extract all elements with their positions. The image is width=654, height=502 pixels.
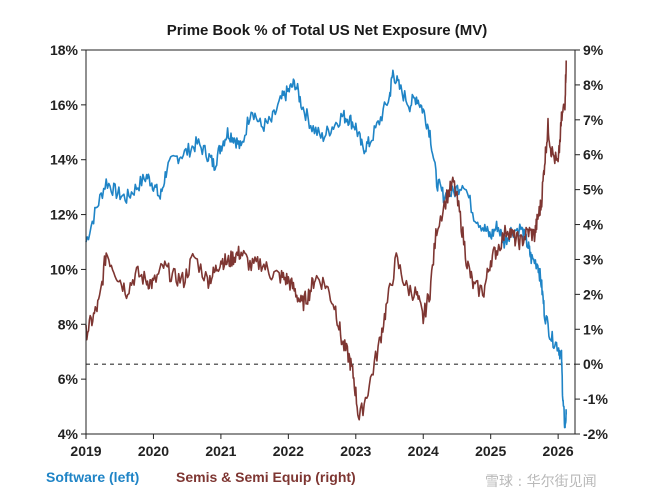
right-tick-label: 5% <box>583 182 604 198</box>
x-tick-label: 2025 <box>475 443 506 459</box>
x-tick-label: 2019 <box>70 443 101 459</box>
right-tick-label: 1% <box>583 321 604 337</box>
left-tick-label: 18% <box>50 42 79 58</box>
right-tick-label: 7% <box>583 112 604 128</box>
right-tick-label: 4% <box>583 217 604 233</box>
legend-software: Software (left) <box>46 469 139 485</box>
left-tick-label: 4% <box>58 426 79 442</box>
x-tick-label: 2020 <box>138 443 169 459</box>
right-tick-label: -1% <box>583 391 608 407</box>
series-semis-line <box>85 60 567 421</box>
x-tick-label: 2024 <box>408 443 439 459</box>
x-tick-label: 2022 <box>273 443 304 459</box>
chart-title: Prime Book % of Total US Net Exposure (M… <box>167 22 488 39</box>
left-tick-label: 10% <box>50 261 79 277</box>
plot-area <box>85 60 575 429</box>
right-tick-label: 0% <box>583 356 604 372</box>
left-tick-label: 16% <box>50 97 79 113</box>
left-tick-label: 8% <box>58 316 79 332</box>
x-tick-label: 2026 <box>543 443 574 459</box>
right-tick-label: 3% <box>583 251 604 267</box>
left-tick-label: 12% <box>50 207 79 223</box>
x-tick-label: 2023 <box>340 443 371 459</box>
axes: 4% 6% 8% 10% 12% 14% 16% 18% -2% -1% 0% 1% 2% 3% 4% 5% 6… <box>50 42 608 459</box>
right-tick-label: 9% <box>583 42 604 58</box>
right-tick-label: -2% <box>583 426 608 442</box>
x-tick-label: 2021 <box>205 443 236 459</box>
legend-semis: Semis & Semi Equip (right) <box>176 469 356 485</box>
plot-frame <box>85 49 576 435</box>
left-tick-label: 14% <box>50 152 79 168</box>
right-tick-label: 6% <box>583 147 604 163</box>
watermark: 雪球 : 华尔街见闻 <box>485 474 597 490</box>
right-tick-label: 8% <box>583 77 604 93</box>
left-tick-label: 6% <box>58 371 79 387</box>
right-tick-label: 2% <box>583 286 604 302</box>
series-software-line <box>85 69 567 429</box>
